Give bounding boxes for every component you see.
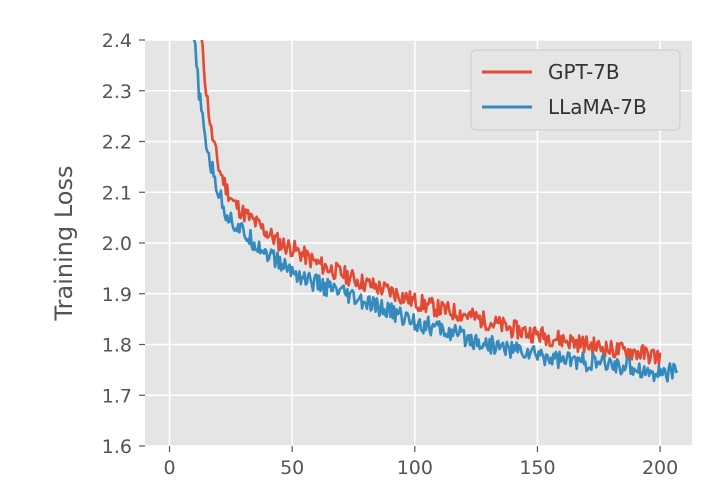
legend: GPT-7B LLaMA-7B — [470, 49, 681, 131]
series-line-gpt-7b — [200, 40, 662, 367]
y-tick-label: 2.1 — [102, 182, 132, 204]
grid-lines — [145, 39, 692, 447]
series-layer — [192, 40, 679, 383]
y-tick-label: 2.2 — [102, 132, 132, 154]
y-tick-label: 1.8 — [102, 335, 132, 357]
x-tick-label: 0 — [163, 457, 175, 479]
y-tick-label: 1.9 — [102, 284, 132, 306]
legend-box — [470, 49, 681, 131]
y-tick-label: 1.7 — [102, 385, 132, 407]
legend-label-llama-7b: LLaMA-7B — [548, 95, 647, 119]
y-tick-label: 1.6 — [102, 436, 132, 458]
y-tick-label: 2.4 — [102, 30, 132, 52]
y-tick-label: 2.3 — [102, 81, 132, 103]
series-line-llama-7b — [192, 40, 679, 383]
x-tick-label: 100 — [397, 457, 433, 479]
x-tick-label: 50 — [280, 457, 304, 479]
y-axis-title: Training Loss — [50, 166, 78, 322]
legend-label-gpt-7b: GPT-7B — [548, 60, 620, 84]
axis-ticks: 0 50 100 150 200 1.6 1.7 1.8 1.9 2.0 2.1 2.2 2.3 2.4 — [102, 30, 678, 479]
x-tick-label: 200 — [642, 457, 678, 479]
y-tick-label: 2.0 — [102, 233, 132, 255]
x-tick-label: 150 — [519, 457, 555, 479]
